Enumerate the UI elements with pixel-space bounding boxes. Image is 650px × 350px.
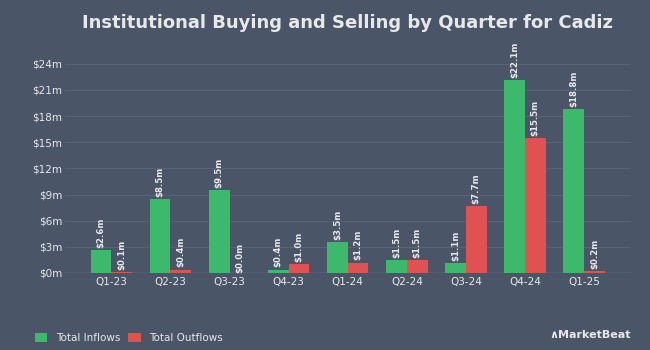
Text: $1.5m: $1.5m <box>392 228 401 258</box>
Text: $1.1m: $1.1m <box>451 231 460 261</box>
Text: $18.8m: $18.8m <box>569 71 578 107</box>
Text: $7.7m: $7.7m <box>472 173 481 204</box>
Bar <box>327 243 348 273</box>
Legend: Total Inflows, Total Outflows: Total Inflows, Total Outflows <box>31 329 227 347</box>
Bar <box>91 250 111 273</box>
Bar <box>170 270 191 273</box>
Bar <box>466 206 487 273</box>
Bar <box>407 260 428 273</box>
Bar <box>525 138 546 273</box>
Text: $1.2m: $1.2m <box>354 230 363 260</box>
Text: $0.4m: $0.4m <box>176 237 185 267</box>
Bar <box>564 109 584 273</box>
Bar <box>348 262 369 273</box>
Text: $2.6m: $2.6m <box>97 218 105 248</box>
Text: $0.2m: $0.2m <box>590 239 599 269</box>
Bar <box>209 190 229 273</box>
Text: ∧MarketBeat: ∧MarketBeat <box>549 329 630 340</box>
Bar <box>445 264 466 273</box>
Bar <box>289 264 309 273</box>
Text: $1.5m: $1.5m <box>413 228 422 258</box>
Text: $8.5m: $8.5m <box>155 167 164 197</box>
Bar <box>268 270 289 273</box>
Text: $0.4m: $0.4m <box>274 237 283 267</box>
Text: $22.1m: $22.1m <box>510 42 519 78</box>
Text: $15.5m: $15.5m <box>531 100 540 136</box>
Bar <box>584 271 604 273</box>
Bar <box>150 199 170 273</box>
Text: $0.0m: $0.0m <box>235 243 244 273</box>
Bar <box>111 272 132 273</box>
Text: $1.0m: $1.0m <box>294 232 304 262</box>
Bar <box>504 80 525 273</box>
Title: Institutional Buying and Selling by Quarter for Cadiz: Institutional Buying and Selling by Quar… <box>83 14 613 32</box>
Bar <box>386 260 407 273</box>
Text: $3.5m: $3.5m <box>333 210 342 240</box>
Text: $9.5m: $9.5m <box>214 158 224 188</box>
Text: $0.1m: $0.1m <box>117 240 126 270</box>
